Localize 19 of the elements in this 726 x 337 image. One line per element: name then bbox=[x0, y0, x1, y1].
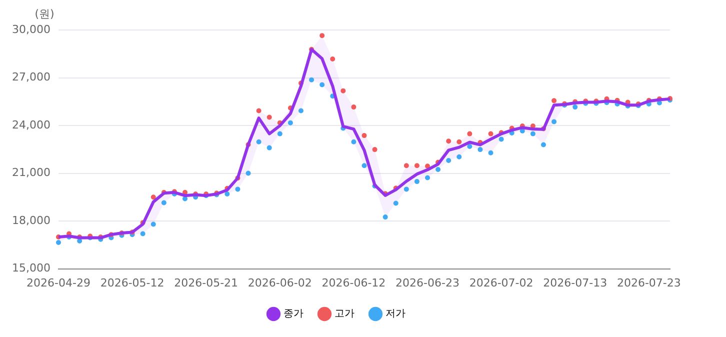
y-tick-label: 27,000 bbox=[12, 70, 50, 84]
x-tick-label: 2026-06-12 bbox=[322, 276, 386, 290]
y-tick-label: 24,000 bbox=[12, 118, 50, 132]
x-tick-label: 2026-07-23 bbox=[616, 276, 681, 290]
x-tick-label: 2026-05-12 bbox=[100, 276, 164, 290]
x-tick-label: 2026-06-02 bbox=[248, 276, 312, 290]
y-tick-label: 30,000 bbox=[12, 22, 50, 36]
x-tick-label: 2026-07-13 bbox=[543, 276, 608, 290]
y-tick-label: 21,000 bbox=[12, 166, 50, 180]
legend-label: 저가 bbox=[386, 308, 406, 320]
x-tick-label: 2026-07-02 bbox=[469, 276, 534, 290]
x-tick-label: 2026-06-23 bbox=[396, 276, 460, 290]
legend-label: 고가 bbox=[334, 308, 354, 320]
y-tick-label: 15,000 bbox=[12, 262, 50, 275]
legend-label: 종가 bbox=[284, 308, 304, 320]
x-tick-label: 2026-04-29 bbox=[26, 276, 90, 290]
y-tick-label: 18,000 bbox=[12, 214, 50, 227]
y-axis-title: (원) bbox=[34, 7, 54, 20]
x-tick-label: 2026-05-21 bbox=[174, 276, 238, 290]
